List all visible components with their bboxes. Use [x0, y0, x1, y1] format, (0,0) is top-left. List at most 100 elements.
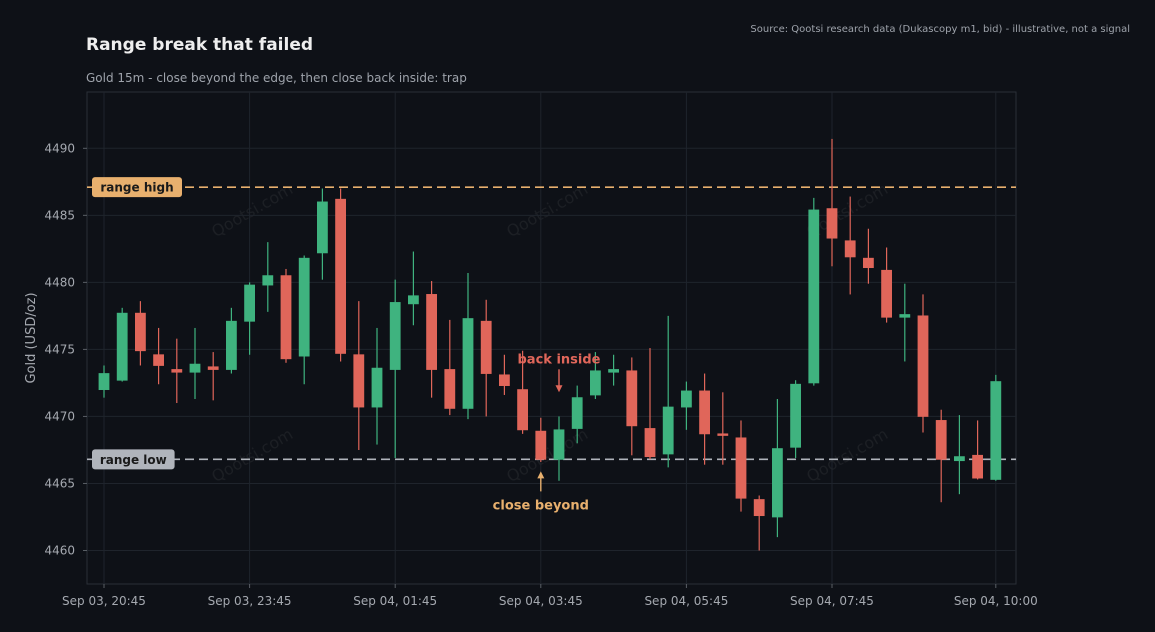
candle-body [335, 198, 347, 354]
candle-body [207, 366, 219, 370]
y-tick-label: 4485 [44, 208, 75, 222]
candle-down [535, 417, 547, 463]
candle-down [134, 301, 146, 366]
x-tick-label: Sep 04, 07:45 [790, 594, 874, 608]
x-tick-label: Sep 04, 10:00 [954, 594, 1038, 608]
range-low-label: range low [100, 453, 167, 467]
candle-down [517, 350, 528, 434]
candle-body [134, 312, 146, 352]
candle-down [917, 294, 929, 433]
candle-up [116, 307, 128, 382]
y-tick-label: 4465 [44, 476, 75, 490]
candle-body [98, 373, 110, 391]
candle-body [426, 294, 438, 370]
candle-down [699, 373, 710, 465]
candle-body [681, 390, 692, 408]
candle-down [498, 354, 510, 395]
candle-body [881, 269, 892, 318]
candle-up [553, 416, 565, 481]
watermark-text: Qootsi.com [208, 424, 296, 486]
candle-down [844, 196, 856, 295]
candle-body [371, 367, 383, 408]
candle-body [626, 370, 638, 427]
candle-body [863, 257, 874, 269]
candle-down [335, 188, 347, 362]
candle-up [371, 327, 383, 445]
watermark-text: Qootsi.com [503, 424, 591, 486]
candle-body [662, 406, 674, 455]
candle-up [571, 385, 583, 444]
candle-up [244, 282, 256, 355]
candle-body [590, 370, 601, 396]
y-axis-label: Gold (USD/oz) [24, 292, 39, 383]
candle-body [189, 363, 201, 373]
candle-up [189, 327, 201, 399]
candle-body [244, 284, 256, 322]
range-high-label: range high [100, 181, 173, 195]
candle-up [225, 307, 237, 374]
candle-body [116, 312, 128, 381]
candle-up [262, 242, 274, 312]
candle-body [753, 499, 765, 517]
chart-title: Range break that failed [86, 35, 314, 55]
candle-down [426, 281, 438, 398]
candle-down [171, 338, 183, 404]
candle-body [954, 456, 965, 462]
candle-up [790, 380, 801, 458]
candle-down [972, 420, 983, 480]
candle-body [316, 201, 328, 254]
candle-body [535, 430, 547, 460]
candle-body [480, 320, 492, 374]
candle-body [644, 428, 656, 458]
candle-body [353, 354, 365, 408]
watermark-text: Qootsi.com [208, 179, 296, 241]
candle-down [935, 409, 947, 503]
candle-body [171, 369, 183, 373]
candle-up [899, 283, 911, 362]
range-high-tag [92, 177, 182, 198]
x-tick-label: Sep 03, 23:45 [208, 594, 292, 608]
y-tick-label: 4490 [44, 141, 75, 155]
candle-body [844, 240, 856, 258]
plot-frame [86, 91, 1017, 585]
candle-body [917, 315, 929, 417]
candle-down [480, 299, 492, 417]
candle-body [972, 454, 983, 479]
candle-body [808, 209, 820, 384]
candle-body [225, 320, 237, 370]
candle-down [717, 392, 729, 465]
candle-down [753, 495, 765, 551]
candle-body [517, 389, 528, 431]
y-tick-label: 4480 [44, 275, 75, 289]
candle-down [881, 247, 892, 323]
watermark-text: Qootsi.com [803, 424, 891, 486]
x-tick-label: Sep 04, 01:45 [353, 594, 437, 608]
candle-body [280, 275, 292, 360]
candle-up [808, 197, 820, 386]
candle-down [863, 228, 874, 284]
candle-up [298, 255, 310, 385]
source-note: Source: Qootsi research data (Dukascopy … [750, 24, 1130, 35]
candle-body [553, 429, 565, 460]
annotation-close-beyond: close beyond [493, 498, 589, 513]
candle-up [608, 354, 619, 386]
candle-body [990, 381, 1002, 480]
candle-down [644, 348, 656, 460]
candle-up [407, 251, 419, 326]
candle-up [316, 188, 328, 280]
candle-up [590, 352, 601, 399]
candle-body [389, 302, 401, 370]
candle-body [790, 383, 801, 448]
candle-body [935, 420, 947, 460]
candle-body [462, 318, 474, 409]
candle-body [735, 437, 747, 499]
candle-body [498, 374, 510, 386]
candle-down [207, 352, 219, 401]
watermark-text: Qootsi.com [503, 179, 591, 241]
candle-body [608, 369, 619, 373]
candle-body [444, 369, 456, 409]
candle-down [626, 357, 638, 456]
candle-down [280, 268, 292, 363]
annotation-arrow-head [555, 385, 563, 393]
